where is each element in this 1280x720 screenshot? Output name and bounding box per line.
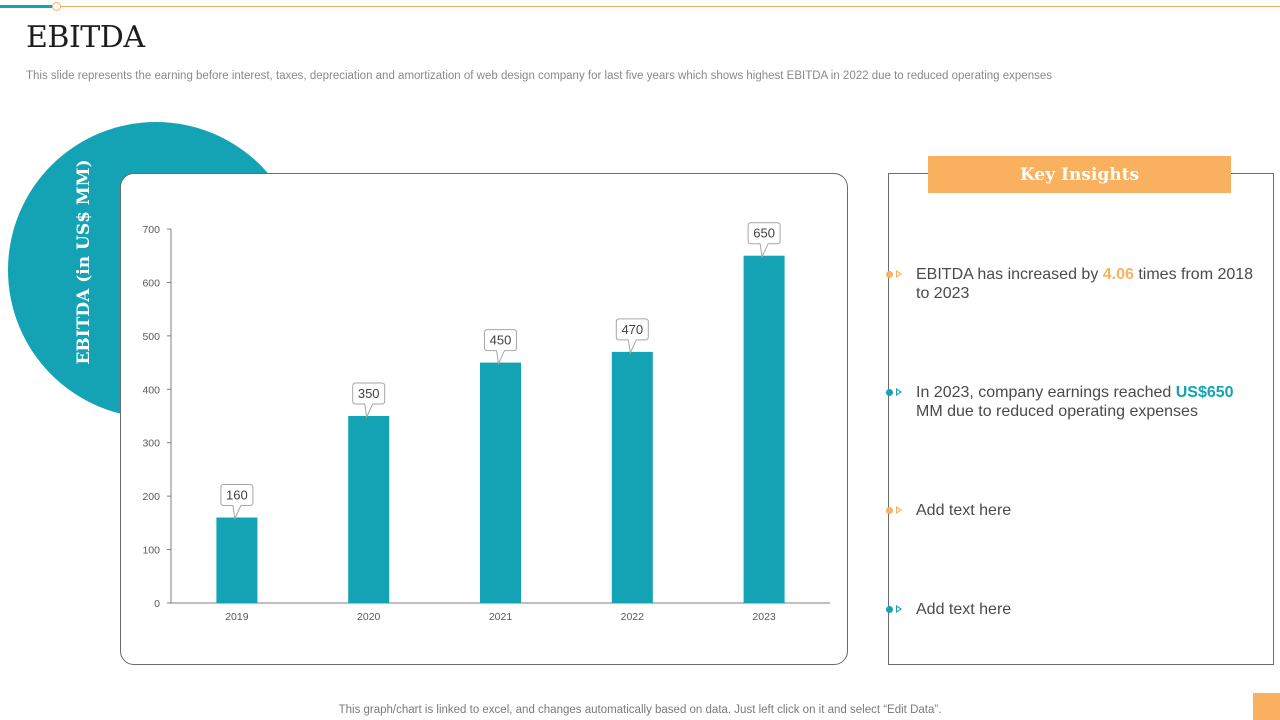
bar-2019 [216,517,258,603]
chart-card[interactable]: 0 100 200 300 400 500 600 700 2019 160 2020 350 2021… [120,173,848,665]
insight-bullet-3 [886,501,916,521]
data-label-callout [220,484,254,521]
footer-note: This graph/chart is linked to excel, and… [338,704,942,716]
bullet-arrow-icon [896,605,902,613]
insight-text-2: In 2023, company earnings reached US$650… [916,383,1256,421]
insight-text-1-before: EBITDA has increased by [916,266,1103,283]
insight-item-2: In 2023, company earnings reached US$650… [886,383,1256,421]
data-label-callout [484,329,517,366]
x-tick-label: 2022 [621,611,645,623]
bullet-dot-icon [886,389,893,396]
insight-item-3: Add text here [886,501,1256,521]
bullet-dot-icon [886,271,893,278]
data-label: 470 [621,322,643,337]
insights-card [888,173,1274,665]
insight-bullet-1 [886,265,916,285]
insight-text-3[interactable]: Add text here [916,502,1012,519]
bullet-arrow-icon [896,506,902,514]
corner-accent-square [1253,693,1280,720]
y-tick-label: 500 [142,331,160,343]
page-subtitle: This slide represents the earning before… [26,70,1052,82]
insight-text-1-after: times from 2018 to 2023 [916,266,1254,302]
insight-highlight-2: US$650 [1175,384,1234,401]
bar-2023 [743,255,785,603]
y-tick-label: 600 [142,277,160,289]
insight-text-2-before: In 2023, company earnings reached [916,384,1176,401]
y-tick-label: 100 [142,545,160,557]
y-axis-banner-label: EBITDA (in US$ MM) [74,159,94,365]
bullet-arrow-icon [896,388,902,396]
insight-text-1: EBITDA has increased by 4.06 times from … [916,265,1256,303]
x-tick-label: 2020 [357,611,381,623]
insight-text-4[interactable]: Add text here [916,601,1012,618]
ebitda-bar-chart[interactable]: 0 100 200 300 400 500 600 700 2019 160 2020 350 2021… [121,174,847,664]
y-tick-label: 700 [142,224,160,236]
insight-bullet-2 [886,383,916,403]
y-tick-label: 300 [142,438,160,450]
insight-highlight-1: 4.06 [1102,266,1134,283]
bar-2021 [480,362,521,603]
bar-2022 [611,351,653,603]
bullet-dot-icon [886,606,893,613]
y-tick-label: 200 [142,491,160,503]
insight-text-2-after: MM due to reduced operating expenses [916,403,1198,420]
insight-item-1: EBITDA has increased by 4.06 times from … [886,265,1256,303]
data-label-callout [747,222,781,259]
bar-2020 [348,416,390,603]
data-label: 160 [226,488,248,503]
insight-bullet-4 [886,600,916,620]
x-tick-label: 2019 [225,611,249,623]
bullet-dot-icon [886,507,893,514]
y-tick-label: 400 [142,384,160,396]
insights-header: Key Insights [928,156,1231,193]
data-label: 450 [490,333,512,348]
header-accent-dot [52,2,61,11]
y-tick-label: 0 [154,598,160,610]
header-divider-line [61,6,1280,7]
page-title: EBITDA [26,20,145,55]
header-accent-bar [0,5,52,8]
x-tick-label: 2021 [489,611,513,623]
insight-item-4: Add text here [886,600,1256,620]
data-label-callout [352,382,386,419]
data-label-callout [615,318,649,355]
bullet-arrow-icon [896,270,902,278]
data-label: 650 [753,226,775,241]
data-label: 350 [358,386,380,401]
x-tick-label: 2023 [752,611,776,623]
